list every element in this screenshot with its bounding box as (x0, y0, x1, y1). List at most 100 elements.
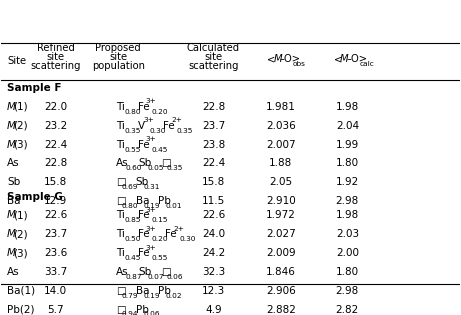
Text: Fe: Fe (165, 229, 177, 239)
Text: Fe: Fe (138, 140, 149, 150)
Text: □: □ (116, 305, 126, 315)
Text: 22.0: 22.0 (44, 102, 67, 112)
Text: 1.80: 1.80 (336, 158, 359, 169)
Text: 3+: 3+ (145, 245, 156, 251)
Text: Ti: Ti (116, 248, 125, 258)
Text: 2+: 2+ (173, 226, 184, 232)
Text: 1.92: 1.92 (336, 177, 359, 187)
Text: Ba(1): Ba(1) (7, 286, 35, 296)
Text: Ti: Ti (116, 229, 125, 239)
Text: Ba: Ba (136, 286, 149, 296)
Text: 2.009: 2.009 (266, 248, 296, 258)
Text: 0.31: 0.31 (144, 184, 160, 190)
Text: 0.20: 0.20 (152, 109, 168, 115)
Text: 1.846: 1.846 (266, 267, 296, 277)
Text: As: As (116, 267, 129, 277)
Text: 23.2: 23.2 (44, 121, 67, 131)
Text: □: □ (116, 286, 126, 296)
Text: (3): (3) (13, 140, 28, 150)
Text: 0.15: 0.15 (152, 217, 168, 223)
Text: M: M (7, 248, 16, 258)
Text: site: site (47, 52, 65, 62)
Text: 1.99: 1.99 (336, 140, 359, 150)
Text: 22.4: 22.4 (44, 140, 67, 150)
Text: 2.04: 2.04 (336, 121, 359, 131)
Text: 2.03: 2.03 (336, 229, 359, 239)
Text: 15.8: 15.8 (202, 177, 225, 187)
Text: 2.98: 2.98 (336, 286, 359, 296)
Text: calc: calc (359, 61, 374, 67)
Text: 2.05: 2.05 (269, 177, 292, 187)
Text: Refined: Refined (36, 43, 74, 53)
Text: 23.7: 23.7 (202, 121, 225, 131)
Text: 1.88: 1.88 (269, 158, 293, 169)
Text: M: M (7, 121, 16, 131)
Text: 0.80: 0.80 (124, 109, 141, 115)
Text: Calculated: Calculated (187, 43, 240, 53)
Text: M: M (340, 54, 349, 64)
Text: Pb: Pb (158, 286, 171, 296)
Text: Sb: Sb (7, 177, 20, 187)
Text: 0.06: 0.06 (167, 274, 183, 280)
Text: □: □ (161, 267, 171, 277)
Text: (1): (1) (13, 102, 28, 112)
Text: 0.55: 0.55 (152, 255, 168, 261)
Text: 0.35: 0.35 (177, 128, 193, 134)
Text: 0.69: 0.69 (122, 184, 138, 190)
Text: As: As (116, 158, 129, 169)
Text: 33.7: 33.7 (44, 267, 67, 277)
Text: 1.981: 1.981 (266, 102, 296, 112)
Text: Fe: Fe (138, 229, 149, 239)
Text: Sb: Sb (139, 267, 152, 277)
Text: 0.35: 0.35 (167, 165, 183, 171)
Text: 23.7: 23.7 (44, 229, 67, 239)
Text: Ti: Ti (116, 121, 125, 131)
Text: 1.972: 1.972 (266, 210, 296, 220)
Text: 22.8: 22.8 (44, 158, 67, 169)
Text: Pb: Pb (136, 305, 148, 315)
Text: Fe: Fe (138, 102, 149, 112)
Text: (1): (1) (13, 210, 28, 220)
Text: □: □ (116, 196, 126, 206)
Text: 23.6: 23.6 (44, 248, 67, 258)
Text: 0.05: 0.05 (147, 165, 164, 171)
Text: 22.8: 22.8 (202, 102, 225, 112)
Text: 0.87: 0.87 (125, 274, 142, 280)
Text: –O>: –O> (346, 54, 367, 64)
Text: 0.07: 0.07 (147, 274, 164, 280)
Text: scattering: scattering (188, 61, 239, 71)
Text: Fe: Fe (163, 121, 175, 131)
Text: M: M (7, 229, 16, 239)
Text: 0.30: 0.30 (149, 128, 166, 134)
Text: (3): (3) (13, 248, 28, 258)
Text: Sb: Sb (136, 177, 149, 187)
Text: 2.00: 2.00 (336, 248, 359, 258)
Text: 0.80: 0.80 (122, 203, 138, 209)
Text: population: population (92, 61, 145, 71)
Text: 12.3: 12.3 (202, 286, 225, 296)
Text: <: < (267, 54, 275, 64)
Text: 0.50: 0.50 (124, 236, 141, 242)
Text: 24.0: 24.0 (202, 229, 225, 239)
Text: M: M (273, 54, 282, 64)
Text: 3+: 3+ (145, 136, 156, 142)
Text: 1.98: 1.98 (336, 102, 359, 112)
Text: Ti: Ti (116, 210, 125, 220)
Text: Ti: Ti (116, 140, 125, 150)
Text: scattering: scattering (30, 61, 81, 71)
Text: 0.60: 0.60 (125, 165, 142, 171)
Text: 22.4: 22.4 (202, 158, 225, 169)
Text: –O>: –O> (280, 54, 301, 64)
Text: Pb(2): Pb(2) (7, 305, 35, 315)
Text: Fe: Fe (138, 248, 149, 258)
Text: Sb: Sb (139, 158, 152, 169)
Text: 0.02: 0.02 (166, 293, 183, 299)
Text: (2): (2) (13, 121, 28, 131)
Text: □: □ (116, 177, 126, 187)
Text: 1.80: 1.80 (336, 267, 359, 277)
Text: M: M (7, 210, 16, 220)
Text: 2+: 2+ (171, 117, 182, 123)
Text: 0.30: 0.30 (179, 236, 195, 242)
Text: Site: Site (7, 56, 26, 66)
Text: 2.027: 2.027 (266, 229, 296, 239)
